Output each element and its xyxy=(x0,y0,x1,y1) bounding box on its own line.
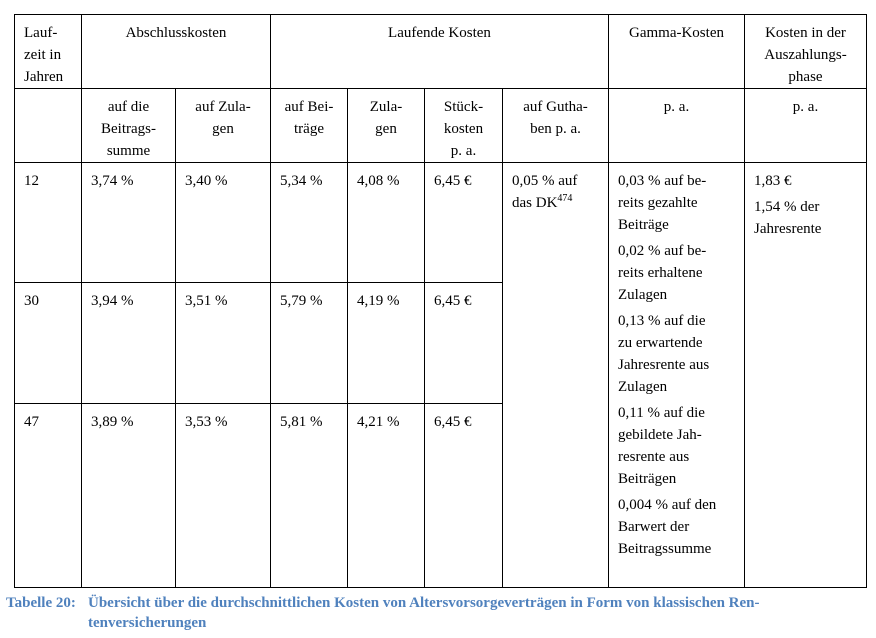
header-laufende-kosten: Laufende Kosten xyxy=(270,14,609,89)
cell-laufzeit: 12 xyxy=(14,162,82,283)
cell-stueckkosten: 6,45 € xyxy=(424,282,503,404)
footnote-ref: 474 xyxy=(557,193,573,204)
subheader-cell: p. a. xyxy=(744,88,867,163)
subheader-row: auf die Beitrags- summe auf Zula- gen au… xyxy=(14,88,867,163)
auszahlung-item: 1,54 % der Jahresrente xyxy=(754,199,822,237)
table-row: 30 3,94 % 3,51 % 5,79 % 4,19 % 6,45 € xyxy=(14,282,867,404)
cell-abschluss-beitrag: 3,94 % xyxy=(81,282,176,404)
subheader-cell xyxy=(14,88,82,163)
table-row: 12 3,74 % 3,40 % 5,34 % 4,08 % 6,45 € 0,… xyxy=(14,162,867,588)
gamma-item: 0,03 % auf be- reits gezahlte Beiträge xyxy=(618,173,707,233)
subheader-cell: p. a. xyxy=(608,88,745,163)
subheader-cell: Zula- gen xyxy=(347,88,425,163)
cell-abschluss-zulagen: 3,40 % xyxy=(175,162,271,283)
cell-laufzeit: 30 xyxy=(14,282,82,404)
cell-stueckkosten: 6,45 € xyxy=(424,403,503,588)
cell-abschluss-zulagen: 3,53 % xyxy=(175,403,271,588)
gamma-item: 0,11 % auf die gebildete Jah- resrente a… xyxy=(618,405,705,487)
subheader-cell: Stück- kosten p. a. xyxy=(424,88,503,163)
header-row: Lauf- zeit in Jahren Abschlusskosten Lau… xyxy=(14,14,867,89)
cell-lauf-beitraege: 5,79 % xyxy=(270,282,348,404)
cell-lauf-zulagen: 4,21 % xyxy=(347,403,425,588)
cell-lauf-zulagen: 4,19 % xyxy=(347,282,425,404)
cell-gamma: 0,03 % auf be- reits gezahlte Beiträge 0… xyxy=(608,162,745,588)
subheader-cell: auf Bei- träge xyxy=(270,88,348,163)
cell-lauf-beitraege: 5,34 % xyxy=(270,162,348,283)
header-laufzeit: Lauf- zeit in Jahren xyxy=(14,14,82,89)
caption-label: Tabelle 20: xyxy=(6,595,76,611)
header-abschlusskosten: Abschlusskosten xyxy=(81,14,271,89)
cell-lauf-beitraege: 5,81 % xyxy=(270,403,348,588)
cell-abschluss-beitrag: 3,89 % xyxy=(81,403,176,588)
subheader-cell: auf Gutha- ben p. a. xyxy=(502,88,609,163)
guthaben-text: 0,05 % auf das DK xyxy=(512,173,578,211)
table-row: 47 3,89 % 3,53 % 5,81 % 4,21 % 6,45 € xyxy=(14,403,867,588)
cell-abschluss-beitrag: 3,74 % xyxy=(81,162,176,283)
header-gamma-kosten: Gamma-Kosten xyxy=(608,14,745,89)
header-auszahlung: Kosten in der Auszahlungs- phase xyxy=(744,14,867,89)
gamma-item: 0,02 % auf be- reits erhaltene Zulagen xyxy=(618,243,707,303)
cell-auszahlung: 1,83 € 1,54 % der Jahresrente xyxy=(744,162,867,588)
auszahlung-item: 1,83 € xyxy=(754,173,792,189)
table-caption: Tabelle 20: Übersicht über die durchschn… xyxy=(6,593,872,633)
cell-lauf-zulagen: 4,08 % xyxy=(347,162,425,283)
gamma-item: 0,13 % auf die zu erwartende Jahresrente… xyxy=(618,313,710,395)
cell-laufzeit: 47 xyxy=(14,403,82,588)
caption-text: Übersicht über die durchschnittlichen Ko… xyxy=(88,595,760,631)
gamma-item: 0,004 % auf den Barwert der Beitragssumm… xyxy=(618,497,717,557)
cell-stueckkosten: 6,45 € xyxy=(424,162,503,283)
subheader-cell: auf die Beitrags- summe xyxy=(81,88,176,163)
cost-table: Lauf- zeit in Jahren Abschlusskosten Lau… xyxy=(14,14,867,588)
subheader-cell: auf Zula- gen xyxy=(175,88,271,163)
cell-guthaben: 0,05 % auf das DK474 xyxy=(502,162,609,588)
cell-abschluss-zulagen: 3,51 % xyxy=(175,282,271,404)
